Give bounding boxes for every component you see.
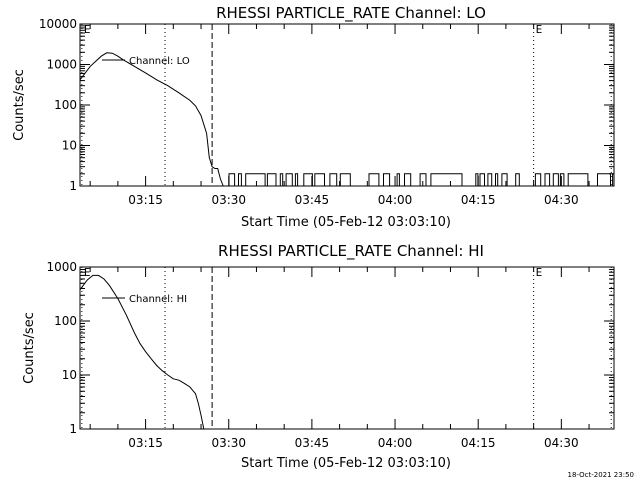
plot-area: [79, 266, 615, 430]
y-tick-label: 10000: [39, 17, 77, 31]
data-series: [79, 52, 614, 187]
x-tick-label: 04:30: [544, 436, 579, 450]
y-axis-label: Counts/sec: [12, 69, 27, 141]
legend: Channel: LO: [102, 56, 190, 67]
y-tick-label: 1: [69, 179, 77, 193]
chart-title: RHESSI PARTICLE_RATE Channel: HI: [218, 242, 484, 261]
y-tick-label: 1: [69, 422, 77, 436]
x-axis-label: Start Time (05-Feb-12 03:03:10): [241, 215, 451, 230]
legend-label: Channel: LO: [129, 56, 190, 67]
x-tick-label: 03:30: [211, 193, 246, 207]
x-axis-label: Start Time (05-Feb-12 03:03:10): [241, 456, 451, 471]
event-marker-label: E: [536, 266, 543, 279]
x-tick-label: 04:00: [378, 436, 413, 450]
panel-lo: RHESSI PARTICLE_RATE Channel: LO 1101001…: [12, 4, 615, 230]
y-tick-label: 100: [54, 98, 77, 112]
event-marker-label: E: [84, 23, 91, 36]
noise-series-line: [223, 173, 614, 187]
legend-label: Channel: HI: [129, 294, 187, 305]
event-marker-label: E: [84, 266, 91, 279]
x-tick-label: 03:15: [128, 436, 163, 450]
series-line: [79, 274, 205, 430]
series-line: [79, 52, 224, 187]
y-tick-label: 10: [62, 139, 77, 153]
y-tick-label: 100: [54, 314, 77, 328]
footer-timestamp: 18-Oct-2021 23:50: [567, 471, 634, 479]
data-series: [79, 274, 205, 430]
event-marker-label: E: [536, 23, 543, 36]
x-tick-label: 03:30: [211, 436, 246, 450]
x-tick-label: 03:15: [128, 193, 163, 207]
y-tick-label: 10: [62, 368, 77, 382]
y-axis-label: Counts/sec: [22, 312, 37, 384]
x-tick-label: 03:45: [295, 436, 330, 450]
plot-frame: [79, 266, 615, 430]
y-tick-label: 1000: [46, 260, 77, 274]
x-tick-label: 03:45: [295, 193, 330, 207]
y-tick-label: 1000: [46, 58, 77, 72]
x-axis-ticks: 03:15 03:30 03:45 04:00 04:15 04:30: [89, 24, 590, 207]
x-tick-label: 04:30: [544, 193, 579, 207]
chart-title: RHESSI PARTICLE_RATE Channel: LO: [216, 4, 486, 23]
x-tick-label: 04:15: [461, 193, 496, 207]
panel-hi: RHESSI PARTICLE_RATE Channel: HI 1101001…: [22, 242, 615, 471]
x-tick-label: 04:00: [378, 193, 413, 207]
x-tick-label: 04:15: [461, 436, 496, 450]
x-axis-ticks: 03:15 03:30 03:45 04:00 04:15 04:30: [89, 267, 590, 450]
y-axis-ticks: 1 10 100 1000 10000: [39, 17, 614, 193]
y-axis-ticks: 1 10 100 1000: [46, 260, 614, 436]
legend: Channel: HI: [102, 294, 187, 305]
